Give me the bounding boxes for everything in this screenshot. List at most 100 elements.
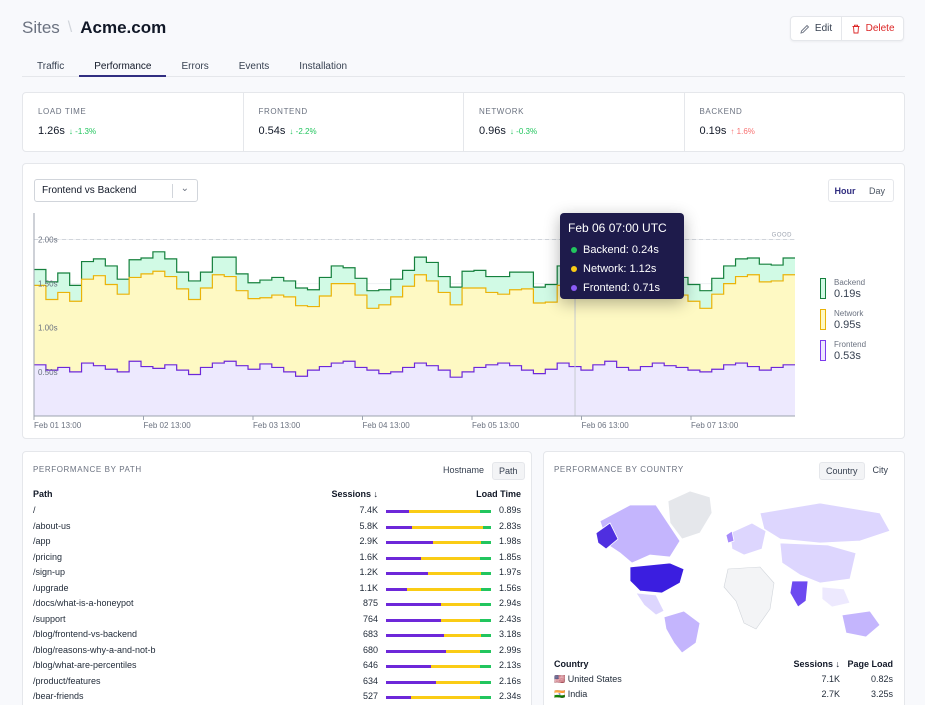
path-row[interactable]: /product/features 634 2.16s bbox=[33, 676, 521, 691]
path-row[interactable]: / 7.4K 0.89s bbox=[33, 505, 521, 520]
country-sessions-column-header[interactable]: Sessions ↓ bbox=[793, 659, 840, 669]
country-sessions: 2.7K bbox=[821, 689, 840, 699]
country-column-header[interactable]: Country bbox=[554, 659, 589, 669]
path-row[interactable]: /upgrade 1.1K 1.56s bbox=[33, 583, 521, 598]
tab-traffic[interactable]: Traffic bbox=[37, 61, 65, 72]
city-button[interactable]: City bbox=[872, 465, 889, 475]
path-row[interactable]: /docs/what-is-a-honeypot 875 2.94s bbox=[33, 598, 521, 613]
network-segment bbox=[409, 510, 481, 513]
frontend-segment bbox=[386, 680, 437, 684]
threshold-label: GOOD bbox=[772, 232, 793, 238]
network-segment bbox=[411, 696, 481, 699]
path-name: /app bbox=[33, 536, 51, 546]
tooltip-row-backend: Backend: 0.24s bbox=[568, 240, 676, 259]
backend-segment bbox=[480, 510, 491, 513]
path-button[interactable]: Path bbox=[492, 462, 525, 480]
country-row[interactable]: 🇮🇳 India 2.7K 3.25s bbox=[554, 689, 893, 703]
country-row[interactable]: 🇺🇸 United States 7.1K 0.82s bbox=[554, 674, 893, 688]
legend-name: Frontend bbox=[834, 340, 867, 349]
path-row[interactable]: /blog/reasons-why-a-and-not-b 680 2.99s bbox=[33, 645, 521, 660]
edit-button[interactable]: Edit bbox=[791, 17, 843, 40]
frontend-segment bbox=[386, 525, 413, 529]
load-breakdown-bar bbox=[386, 587, 491, 591]
load-breakdown-bar bbox=[386, 525, 491, 529]
frontend-segment bbox=[386, 603, 441, 606]
tab-events[interactable]: Events bbox=[238, 61, 270, 72]
path-row[interactable]: /about-us 5.8K 2.83s bbox=[33, 521, 521, 536]
x-tick-label: Feb 04 13:00 bbox=[363, 421, 411, 430]
delete-label: Delete bbox=[865, 23, 895, 34]
network-segment bbox=[440, 618, 481, 622]
pencil-icon bbox=[800, 24, 810, 34]
legend-value: 0.95s bbox=[834, 319, 861, 331]
stat-label: LOAD TIME bbox=[38, 107, 87, 116]
hour-button[interactable]: Hour bbox=[834, 185, 856, 196]
tab-errors[interactable]: Errors bbox=[181, 61, 209, 72]
stat-label: FRONTEND bbox=[258, 107, 308, 116]
hostname-button[interactable]: Hostname bbox=[443, 465, 485, 475]
path-load-time: 1.56s bbox=[498, 582, 521, 593]
path-row[interactable]: /blog/what-are-percentiles 646 2.13s bbox=[33, 660, 521, 675]
legend-swatch bbox=[820, 278, 826, 299]
load-breakdown-bar bbox=[386, 603, 491, 606]
tab-performance[interactable]: Performance bbox=[79, 57, 167, 77]
map-russia bbox=[759, 502, 891, 544]
legend-swatch bbox=[820, 340, 826, 361]
sessions-column-header[interactable]: Sessions ↓ bbox=[331, 489, 378, 499]
frontend-segment bbox=[386, 665, 432, 668]
series-line-frontend bbox=[34, 360, 795, 378]
breadcrumb-sites[interactable]: Sites bbox=[22, 18, 60, 37]
delete-button[interactable]: Delete bbox=[842, 17, 903, 40]
day-button[interactable]: Day bbox=[868, 185, 885, 196]
backend-segment bbox=[480, 556, 491, 560]
path-sessions: 646 bbox=[362, 660, 378, 670]
path-row[interactable]: /pricing 1.6K 1.85s bbox=[33, 552, 521, 567]
path-row[interactable]: /app 2.9K 1.98s bbox=[33, 536, 521, 551]
backend-segment bbox=[480, 665, 491, 668]
network-segment bbox=[440, 603, 481, 606]
path-load-time: 2.34s bbox=[498, 691, 521, 701]
chart-tooltip: Feb 06 07:00 UTC Backend: 0.24s Network:… bbox=[560, 213, 684, 299]
country-name: 🇺🇸 United States bbox=[554, 674, 622, 684]
path-sessions: 875 bbox=[362, 598, 378, 608]
backend-segment bbox=[480, 618, 491, 622]
backend-segment bbox=[480, 541, 491, 544]
path-name: /docs/what-is-a-honeypot bbox=[33, 598, 134, 608]
path-load-time: 2.43s bbox=[498, 613, 521, 624]
tab-installation[interactable]: Installation bbox=[299, 61, 348, 72]
world-map[interactable] bbox=[560, 483, 900, 653]
frontend-segment bbox=[386, 541, 434, 544]
y-tick-label: 2.00s bbox=[38, 235, 58, 244]
country-button[interactable]: Country bbox=[819, 462, 865, 480]
path-column-header[interactable]: Path bbox=[33, 489, 53, 499]
map-india bbox=[789, 580, 809, 608]
page-load-column-header[interactable]: Page Load bbox=[847, 659, 893, 669]
performance-chart[interactable]: 2.00s 1.50s 1.00s 0.50s GOOD Feb 01 13:00 Feb … bbox=[0, 0, 925, 440]
stat-load-time: LOAD TIME 1.26s ↓ -1.3% bbox=[23, 93, 244, 151]
stat-value: 1.26s bbox=[38, 125, 65, 137]
load-breakdown-bar bbox=[386, 634, 491, 637]
backend-segment bbox=[480, 680, 491, 684]
metric-select[interactable]: Frontend vs Backend ⌄ bbox=[34, 179, 198, 202]
map-greenland bbox=[667, 490, 713, 540]
path-load-time: 2.83s bbox=[498, 520, 521, 531]
path-row[interactable]: /support 764 2.43s bbox=[33, 614, 521, 629]
path-row[interactable]: /bear-friends 527 2.34s bbox=[33, 691, 521, 705]
legend-value: 0.19s bbox=[834, 288, 861, 300]
path-row[interactable]: /sign-up 1.2K 1.97s bbox=[33, 567, 521, 582]
stat-delta: ↓ -1.3% bbox=[68, 126, 97, 136]
legend-swatch bbox=[820, 309, 826, 330]
load-breakdown-bar bbox=[386, 665, 491, 668]
path-sessions: 5.8K bbox=[359, 520, 378, 531]
map-southeast-asia bbox=[821, 586, 851, 608]
path-row[interactable]: /blog/frontend-vs-backend 683 3.18s bbox=[33, 629, 521, 644]
path-sessions: 680 bbox=[362, 644, 378, 655]
path-sessions: 7.4K bbox=[359, 505, 378, 515]
legend-name: Network bbox=[834, 309, 864, 318]
stat-backend: BACKEND 0.19s ↑ 1.6% bbox=[685, 93, 905, 151]
country-sessions: 7.1K bbox=[821, 674, 840, 684]
path-sessions: 764 bbox=[362, 613, 378, 624]
country-name: 🇮🇳 India bbox=[554, 689, 588, 699]
tooltip-row-frontend: Frontend: 0.71s bbox=[568, 278, 676, 297]
load-time-column-header[interactable]: Load Time bbox=[476, 489, 521, 499]
